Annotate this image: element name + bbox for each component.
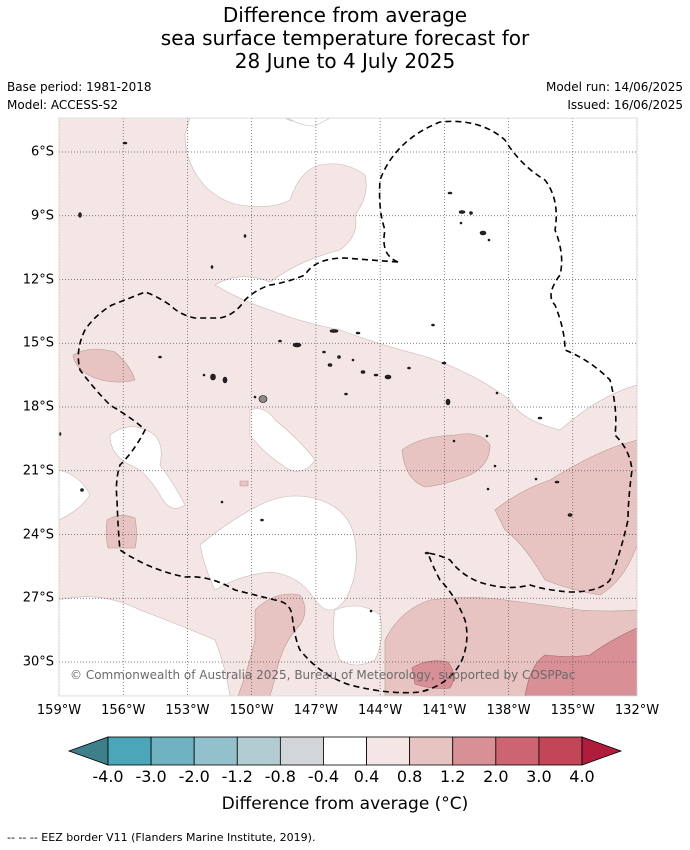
latitude-tick-label: 9°S: [30, 208, 54, 224]
longitude-tick-label: 153°W: [165, 703, 210, 718]
meta-left: Base period: 1981-2018 Model: ACCESS-S2: [7, 78, 152, 114]
colorbar-tick-label: 0.8: [396, 767, 423, 786]
latitude-tick-label: 6°S: [30, 144, 54, 160]
longitude-tick-label: 138°W: [486, 703, 531, 718]
latitude-tick-label: 30°S: [22, 654, 54, 670]
latitude-tick-label: 15°S: [22, 335, 54, 351]
longitude-tick-label: 141°W: [422, 703, 467, 718]
neutral-region-east-small: [287, 118, 331, 127]
colorbar-swatch: [409, 736, 454, 766]
anomaly-fill-0.8-1.2-center: [401, 433, 491, 488]
colorbar-swatch: [150, 736, 195, 766]
anomaly-fill-0.8-1.2-southeast: [494, 439, 637, 596]
colorbar-swatch: [193, 736, 238, 766]
colorbar-swatch: [538, 736, 583, 766]
model-name: Model: ACCESS-S2: [7, 98, 119, 112]
longitude-tick-label: 147°W: [293, 703, 338, 718]
title-line-3: 28 June to 4 July 2025: [234, 49, 456, 73]
latitude-tick-label: 27°S: [22, 590, 54, 606]
colorbar-swatch: [279, 736, 324, 766]
longitude-tick-label: 159°W: [36, 703, 82, 718]
colorbar-tick-label: 4.0: [569, 767, 595, 786]
colorbar-arrow-low: [67, 736, 109, 766]
neutral-region-south-center: [199, 495, 357, 611]
colorbar-tick-label: -4.0: [92, 767, 124, 786]
graticule: [58, 118, 638, 696]
title-line-1: Difference from average: [222, 3, 468, 27]
eez-border-east: [378, 120, 633, 593]
colorbar-tick-label: 1.2: [439, 767, 466, 786]
colorbar-tick-label: 2.0: [483, 767, 509, 786]
latitude-tick-label: 18°S: [22, 399, 54, 415]
anomaly-fill-0.8-1.2-dot: [239, 480, 249, 487]
neutral-region-southwest: [59, 596, 231, 696]
neutral-region-west-mid: [59, 469, 91, 521]
islands: [58, 141, 573, 613]
issued-date: Issued: 16/06/2025: [567, 98, 683, 112]
colorbar-swatch: [323, 736, 367, 766]
title-line-2: sea surface temperature forecast for: [160, 26, 530, 50]
neutral-region-center-west: [109, 426, 186, 509]
base-period: Base period: 1981-2018: [7, 80, 152, 94]
colorbar-tick-label: -0.4: [307, 767, 340, 786]
longitude-tick-label: 132°W: [614, 703, 660, 718]
colorbar-tick-label: 0.4: [353, 767, 380, 786]
colorbar-arrow-high: [581, 736, 623, 766]
colorbar: [67, 736, 623, 766]
copyright-notice: © Commonwealth of Australia 2025, Bureau…: [70, 668, 576, 682]
map-frame: [58, 117, 638, 697]
latitude-tick-label: 21°S: [22, 463, 54, 479]
colorbar-swatch: [495, 736, 540, 766]
neutral-region-south-mid: [333, 605, 382, 666]
colorbar-tick-label: -1.2: [221, 767, 253, 786]
longitude-tick-label: 150°W: [229, 703, 274, 718]
colorbar-swatch: [107, 736, 152, 766]
meta-right: Model run: 14/06/2025 Issued: 16/06/2025: [546, 78, 683, 114]
anomaly-fill-0.8-1.2-west: [72, 348, 136, 383]
eez-border-west: [77, 257, 468, 694]
longitude-tick-label: 135°W: [550, 703, 595, 718]
longitude-tick-label: 144°W: [358, 703, 403, 718]
colorbar-swatch: [366, 736, 411, 766]
anomaly-fill-0.8-1.2-south-center: [237, 593, 306, 696]
colorbar-swatch: [236, 736, 281, 766]
colorbar-swatch: [452, 736, 497, 766]
neutral-region-center: [249, 408, 316, 472]
anomaly-fill-0.8-1.2-small: [105, 515, 137, 549]
colorbar-tick-label: 3.0: [526, 767, 552, 786]
model-run: Model run: 14/06/2025: [545, 80, 683, 94]
eez-footer-note: -- -- -- EEZ border V11 (Flanders Marine…: [7, 831, 316, 844]
colorbar-tick-label: -0.8: [264, 767, 296, 786]
neutral-region-north: [184, 118, 637, 431]
latitude-tick-label: 24°S: [22, 527, 54, 542]
colorbar-tick-label: -3.0: [135, 767, 167, 786]
eez-borders: [77, 120, 633, 694]
chart-title: Difference from average sea surface temp…: [0, 4, 690, 73]
colorbar-tick-label: -2.0: [178, 767, 210, 786]
colorbar-title: Difference from average (°C): [221, 794, 469, 814]
latitude-tick-label: 12°S: [22, 272, 54, 287]
longitude-tick-label: 156°W: [101, 703, 146, 718]
